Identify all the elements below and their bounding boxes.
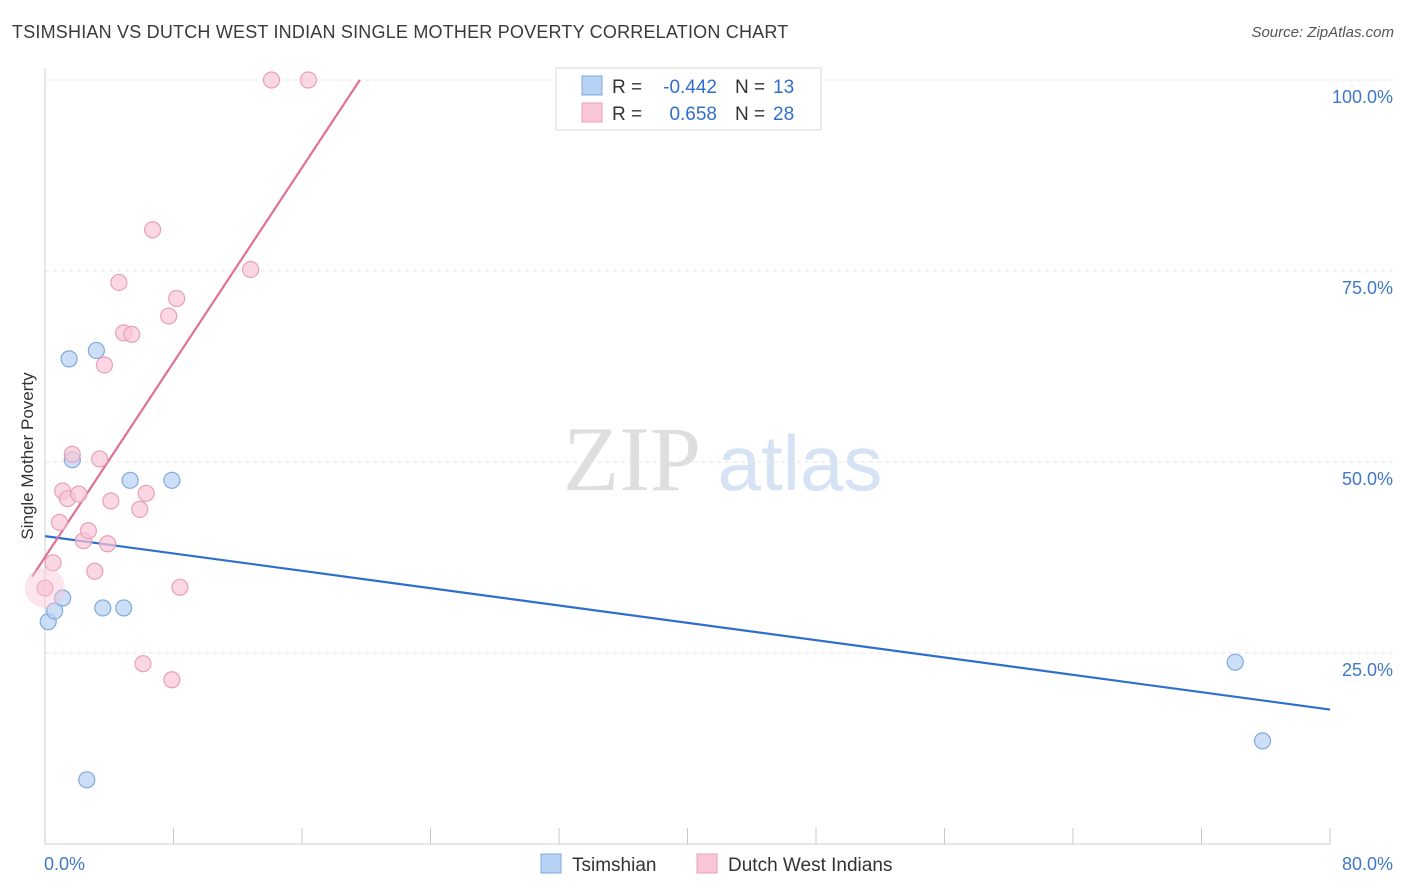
dutch-point-22 xyxy=(163,671,181,689)
grid-lines xyxy=(45,79,1393,654)
tsimshian-point-8 xyxy=(115,599,133,617)
y-tick-label-2: 75.0% xyxy=(1342,278,1393,298)
series-legend-label-tsimshian: Tsimshian xyxy=(572,855,656,876)
stats-legend-r-value-2: 0.658 xyxy=(669,104,717,125)
y-axis-title: Single Mother Poverty xyxy=(18,372,37,540)
tsimshian-point-1 xyxy=(46,602,64,620)
y-tick-label-3: 100.0% xyxy=(1332,87,1393,107)
source-label: Source: ZipAtlas.com xyxy=(1251,24,1394,41)
dutch-point-26 xyxy=(262,71,281,89)
stats-legend-n-value-1: 13 xyxy=(773,77,794,98)
dutch-point-16 xyxy=(123,325,141,344)
chart-title: TSIMSHIAN VS DUTCH WEST INDIAN SINGLE MO… xyxy=(12,22,789,42)
dutch-point-13 xyxy=(102,492,120,510)
series-legend-swatch-dutch xyxy=(696,853,718,874)
axes xyxy=(44,68,1331,845)
series-legend-label-dutch: Dutch West Indians xyxy=(728,855,892,876)
stats-legend-swatch-tsimshian xyxy=(581,75,603,96)
dutch-point-19 xyxy=(137,484,155,502)
dutch-point-20 xyxy=(144,221,162,239)
series-legend: Tsimshian Dutch West Indians xyxy=(540,853,892,876)
stats-legend-r-label-2: R = xyxy=(612,104,642,125)
dutch-point-6 xyxy=(70,485,88,503)
dutch-point-8 xyxy=(79,522,97,540)
trend-lines xyxy=(31,79,1331,711)
dutch-point-9 xyxy=(86,562,104,580)
x-tick-label-0: 0.0% xyxy=(44,854,85,874)
dutch-point-24 xyxy=(171,578,189,596)
watermark-atlas: atlas xyxy=(718,419,883,507)
tsimshian-trend-line xyxy=(44,535,1331,711)
stats-legend-n-label-1: N = xyxy=(735,77,765,98)
stats-legend-r-value-1: -0.442 xyxy=(663,77,717,98)
dutch-point-14 xyxy=(110,273,128,292)
tsimshian-point-12 xyxy=(1253,732,1272,750)
stats-legend-n-value-2: 28 xyxy=(773,104,794,125)
dutch-point-17 xyxy=(131,500,149,518)
dutch-point-large xyxy=(25,568,65,609)
tsimshian-point-9 xyxy=(121,471,139,489)
dutch-point-10 xyxy=(91,450,109,468)
dutch-point-23 xyxy=(168,289,186,308)
tsimshian-point-6 xyxy=(87,341,106,360)
dutch-point-12 xyxy=(99,535,117,553)
dutch-point-5 xyxy=(63,445,81,463)
y-tick-label-0: 25.0% xyxy=(1342,660,1393,680)
tsimshian-point-3 xyxy=(60,350,78,368)
stats-legend: R = -0.442 N = 13 R = 0.658 N = 28 xyxy=(555,67,822,131)
stats-legend-swatch-dutch xyxy=(581,102,603,123)
watermark-zip: ZIP xyxy=(563,408,701,510)
x-tick-label-1: 80.0% xyxy=(1342,854,1393,874)
series-legend-swatch-tsimshian xyxy=(540,853,562,874)
stats-legend-r-label-1: R = xyxy=(612,77,642,98)
dutch-point-0 xyxy=(36,579,54,597)
dutch-point-27 xyxy=(299,71,318,89)
y-tick-label-1: 50.0% xyxy=(1342,469,1393,489)
dutch-point-25 xyxy=(242,260,260,279)
dutch-point-11 xyxy=(95,356,114,374)
tsimshian-point-10 xyxy=(163,471,181,489)
dutch-point-1 xyxy=(44,554,62,572)
data-points xyxy=(25,71,1272,789)
tsimshian-point-7 xyxy=(94,599,112,617)
stats-legend-n-label-2: N = xyxy=(735,104,765,125)
tsimshian-point-2 xyxy=(54,589,72,607)
dutch-point-2 xyxy=(50,513,69,531)
tsimshian-point-11 xyxy=(1226,653,1244,671)
dutch-point-18 xyxy=(134,655,152,673)
x-tick-labels: 0.0% 80.0% xyxy=(44,854,1393,874)
dutch-point-21 xyxy=(160,307,178,325)
tsimshian-point-5 xyxy=(78,771,96,789)
y-tick-labels: 25.0% 50.0% 75.0% 100.0% xyxy=(1332,87,1393,680)
